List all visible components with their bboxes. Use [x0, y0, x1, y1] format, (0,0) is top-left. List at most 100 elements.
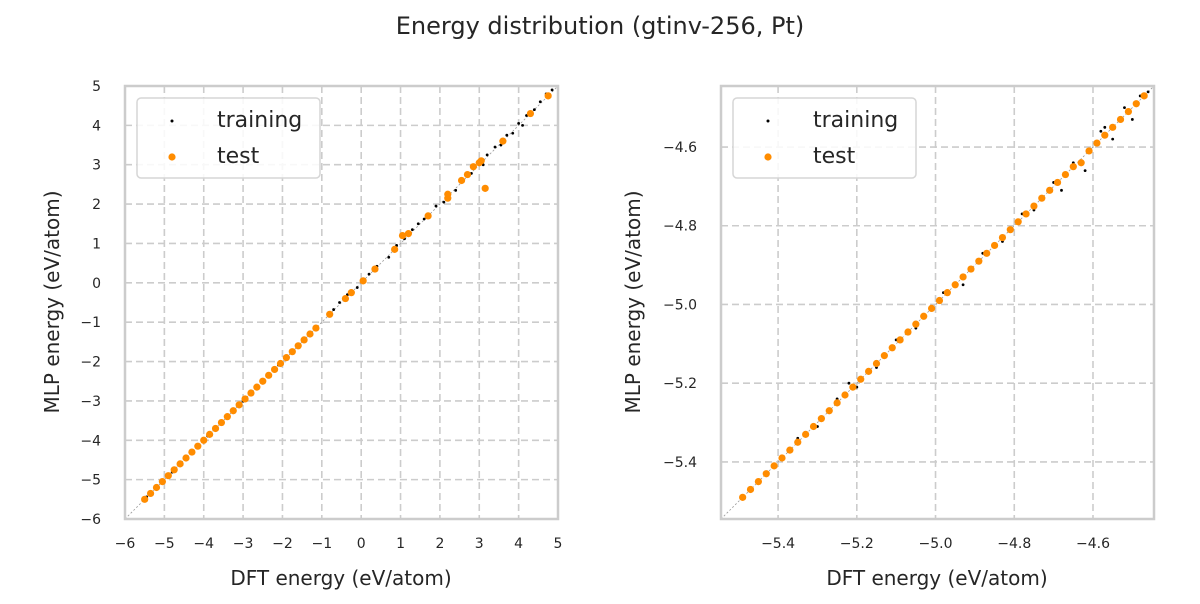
training-point — [367, 272, 371, 276]
test-point — [253, 383, 261, 391]
x-tick-label: −5.0 — [919, 536, 953, 552]
test-point — [786, 446, 794, 454]
test-point — [288, 348, 296, 356]
legend: training test — [136, 97, 321, 179]
training-point — [493, 145, 497, 149]
left-plot: DFT energy (eV/atom) MLP energy (eV/atom… — [40, 79, 562, 590]
training-point — [1130, 118, 1134, 121]
y-tick-label: 4 — [92, 118, 101, 134]
x-tick-label: 5 — [554, 536, 563, 552]
figure-title: Energy distribution (gtinv-256, Pt) — [396, 12, 804, 40]
training-point — [1123, 106, 1126, 110]
test-point — [1093, 139, 1101, 147]
training-point — [511, 131, 515, 135]
test-point — [457, 176, 466, 185]
legend-training-marker — [170, 119, 174, 123]
y-tick-label: −5.2 — [663, 376, 697, 392]
test-point — [802, 430, 810, 438]
test-point — [1030, 202, 1038, 210]
test-point — [424, 212, 432, 220]
test-point — [904, 328, 912, 336]
y-tick-label: −4 — [80, 433, 101, 449]
test-point — [398, 231, 407, 240]
test-point — [247, 389, 255, 397]
training-point — [532, 108, 536, 112]
test-point — [217, 418, 226, 427]
test-point — [967, 265, 975, 273]
test-point — [959, 273, 967, 281]
y-axis-label: MLP energy (eV/atom) — [40, 190, 64, 413]
y-tick-label: −5.0 — [663, 297, 697, 313]
test-point — [762, 470, 770, 478]
test-point — [194, 442, 202, 450]
test-point — [481, 184, 489, 192]
test-point — [888, 344, 896, 352]
training-point — [422, 217, 426, 221]
test-point — [182, 454, 190, 462]
training-point — [517, 121, 521, 125]
test-point — [265, 371, 273, 379]
legend-test-label: test — [217, 144, 260, 169]
x-tick-label: 0 — [357, 536, 366, 552]
training-point — [332, 308, 336, 311]
test-point — [371, 265, 379, 273]
training-point — [521, 123, 524, 127]
test-point — [746, 485, 755, 494]
test-point — [872, 359, 881, 368]
right-plot: DFT energy (eV/atom) MLP energy (eV/atom… — [621, 84, 1156, 590]
test-point — [158, 478, 166, 486]
test-point — [1077, 159, 1085, 167]
x-tick-label: −5.2 — [840, 536, 874, 552]
x-axis-label: DFT energy (eV/atom) — [230, 566, 451, 590]
test-point — [444, 194, 452, 202]
test-point — [359, 277, 367, 285]
test-point — [927, 304, 936, 313]
test-point — [188, 448, 196, 456]
test-point — [975, 257, 983, 265]
test-point — [526, 109, 535, 118]
test-point — [778, 454, 786, 462]
y-tick-label: 5 — [92, 79, 101, 95]
test-point — [1061, 170, 1070, 179]
x-tick-label: −2 — [272, 536, 293, 552]
test-point — [294, 342, 302, 350]
legend-training-label: training — [813, 108, 898, 133]
test-point — [849, 383, 857, 391]
test-point — [943, 289, 951, 297]
test-point — [241, 395, 249, 403]
test-point — [865, 367, 873, 375]
test-point — [912, 320, 920, 328]
x-tick-label: 2 — [435, 536, 444, 552]
test-point — [326, 310, 334, 318]
test-point — [170, 466, 178, 474]
plot-frame — [123, 84, 560, 521]
y-tick-label: 0 — [92, 276, 101, 292]
test-point — [282, 354, 290, 362]
training-point — [1146, 90, 1150, 94]
test-point — [1069, 163, 1077, 171]
y-tick-label: −4.8 — [663, 219, 697, 235]
test-point — [544, 92, 552, 100]
training-point — [416, 222, 420, 226]
test-point — [391, 245, 399, 253]
test-point — [1038, 194, 1046, 202]
training-point — [434, 204, 438, 208]
training-point — [1111, 137, 1115, 141]
training-point — [1099, 129, 1103, 133]
test-point — [477, 157, 485, 165]
x-tick-label: −5.4 — [761, 536, 795, 552]
training-point — [1103, 125, 1107, 129]
test-point — [794, 438, 802, 446]
test-point — [1006, 226, 1014, 234]
test-point — [306, 330, 314, 338]
test-point — [754, 478, 762, 486]
legend: training test — [732, 97, 917, 179]
x-tick-label: 3 — [475, 536, 484, 552]
test-point — [896, 336, 904, 344]
y-tick-label: −3 — [80, 394, 101, 410]
x-tick-label: −4.6 — [1076, 536, 1110, 552]
training-point — [961, 283, 965, 287]
legend-box — [136, 97, 321, 179]
test-point — [235, 401, 243, 409]
